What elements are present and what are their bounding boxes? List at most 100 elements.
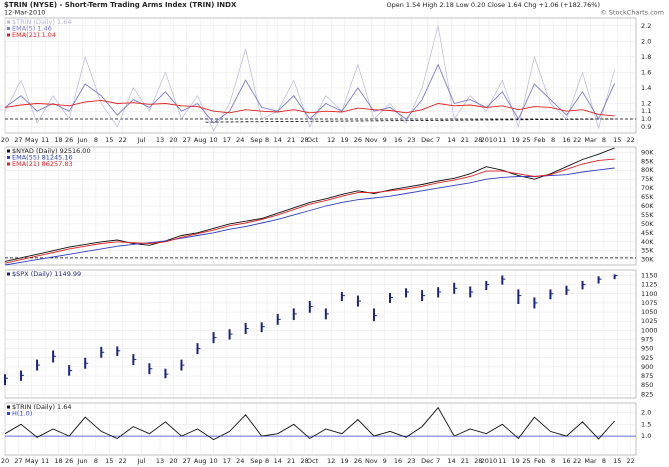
- x-tick-label: 28: [474, 457, 482, 465]
- y-tick-label: 1.0: [641, 432, 651, 440]
- legend-label: EMA(55) 81245.16: [12, 154, 73, 162]
- legend-label: $TRIN (Daily) 1.64: [12, 403, 72, 411]
- x-tick-label: 22: [119, 457, 127, 465]
- panel: [4, 269, 637, 399]
- y-tick-label: 875: [641, 372, 653, 380]
- x-tick-label: 14: [274, 457, 282, 465]
- legend-swatch: [7, 162, 10, 166]
- x-tick-label: 19: [340, 136, 348, 144]
- x-tick-label: 7: [436, 136, 440, 144]
- x-tick-label: 22: [119, 136, 127, 144]
- x-tick-label: 26: [354, 457, 362, 465]
- x-tick-label: Dec: [421, 457, 434, 465]
- legend-label: EMA(5) 1.46: [12, 25, 52, 33]
- x-tick-label: 24: [236, 457, 244, 465]
- x-tick-label: 21: [461, 136, 469, 144]
- x-tick-label: 10: [209, 136, 217, 144]
- x-tick-label: Jul: [136, 457, 145, 465]
- x-tick-label: 10: [209, 457, 217, 465]
- y-tick-label: 2.2: [641, 22, 651, 30]
- x-tick-label: 12: [327, 136, 335, 144]
- y-tick-label: 75K: [641, 175, 654, 183]
- credit: © StockCharts.com: [600, 9, 664, 17]
- x-tick-label: 18: [54, 457, 62, 465]
- x-tick-label: 21: [461, 457, 469, 465]
- y-tick-label: 1150: [641, 271, 658, 279]
- x-tick-label: 22: [627, 457, 635, 465]
- x-tick-label: 11: [498, 457, 506, 465]
- legend-swatch: [7, 33, 10, 37]
- y-tick-label: 45K: [641, 229, 654, 237]
- legend-label: H(1.0): [12, 410, 32, 418]
- y-tick-label: 1.1: [641, 107, 651, 115]
- x-tick-label: 8: [551, 136, 555, 144]
- y-tick-label: 1.6: [641, 68, 651, 76]
- x-tick-label: 14: [447, 136, 455, 144]
- x-tick-label: 20: [1, 457, 9, 465]
- x-tick-label: Nov: [365, 457, 378, 465]
- series-line: [4, 406, 615, 441]
- series-line: [4, 99, 615, 117]
- y-tick-label: 1.0: [641, 115, 651, 123]
- x-tick-label: 21: [287, 457, 295, 465]
- x-tick-label: 11: [41, 457, 49, 465]
- x-tick-label: 28: [474, 136, 482, 144]
- x-tick-label: Sep: [250, 457, 262, 465]
- y-tick-label: 1.4: [641, 84, 651, 92]
- x-tick-label: 19: [512, 136, 520, 144]
- y-tick-label: 950: [641, 345, 653, 353]
- x-tick-label: 8: [94, 457, 98, 465]
- x-tick-label: 17: [223, 457, 231, 465]
- x-tick-label: 26: [65, 457, 73, 465]
- x-tick-label: 28: [300, 457, 308, 465]
- x-tick-label: 16: [562, 136, 570, 144]
- x-tick-label: 16: [394, 457, 402, 465]
- trend-line: [205, 118, 615, 123]
- legend-label: $SPX (Daily) 1149.99: [12, 270, 81, 278]
- x-tick-label: 16: [394, 136, 402, 144]
- legend-swatch: [7, 272, 10, 276]
- legend-label: EMA(21) 1.04: [12, 31, 56, 39]
- x-tick-label: 15: [613, 457, 621, 465]
- panel: [4, 402, 637, 456]
- legend-swatch: [7, 156, 10, 159]
- y-tick-label: 60K: [641, 202, 654, 210]
- legend-label: $TRIN (Daily) 1.64: [12, 18, 72, 26]
- y-tick-label: 35K: [641, 247, 654, 255]
- x-tick-label: 2010: [481, 457, 498, 465]
- x-tick-label: 25: [522, 457, 530, 465]
- chart-title: $TRIN (NYSE) - Short-Term Trading Arms I…: [4, 1, 237, 9]
- x-tick-label: 25: [522, 136, 530, 144]
- y-tick-label: 50K: [641, 220, 654, 228]
- x-tick-label: 20: [169, 136, 177, 144]
- y-tick-label: 1125: [641, 281, 658, 289]
- x-tick-label: Dec: [421, 136, 434, 144]
- x-tick-label: May: [25, 457, 39, 465]
- x-tick-label: 8: [265, 136, 269, 144]
- x-tick-label: 8: [551, 457, 555, 465]
- x-tick-label: Aug: [194, 457, 207, 465]
- x-tick-label: 9: [383, 457, 387, 465]
- chart-date: 12-Mar-2010: [4, 9, 45, 17]
- x-tick-label: 27: [183, 136, 191, 144]
- quote: Open 1.54 High 2.18 Low 0.20 Close 1.64 …: [386, 1, 600, 9]
- x-tick-label: 13: [156, 136, 164, 144]
- x-tick-label: 27: [14, 457, 22, 465]
- x-tick-label: 20: [169, 457, 177, 465]
- x-tick-label: 2010: [481, 136, 498, 144]
- y-tick-label: 1000: [641, 326, 658, 334]
- x-tick-label: 7: [436, 457, 440, 465]
- x-tick-label: 8: [602, 136, 606, 144]
- legend-swatch: [7, 412, 10, 415]
- series-line: [4, 147, 615, 262]
- y-tick-label: 70K: [641, 184, 654, 192]
- x-tick-label: 15: [613, 136, 621, 144]
- x-tick-label: Mar: [584, 136, 597, 144]
- series-line: [4, 63, 616, 124]
- x-tick-label: 23: [407, 457, 415, 465]
- y-tick-label: 925: [641, 354, 653, 362]
- y-tick-label: 1.8: [641, 53, 651, 61]
- x-tick-label: 26: [65, 136, 73, 144]
- x-tick-label: Aug: [194, 136, 207, 144]
- x-tick-label: Feb: [534, 136, 546, 144]
